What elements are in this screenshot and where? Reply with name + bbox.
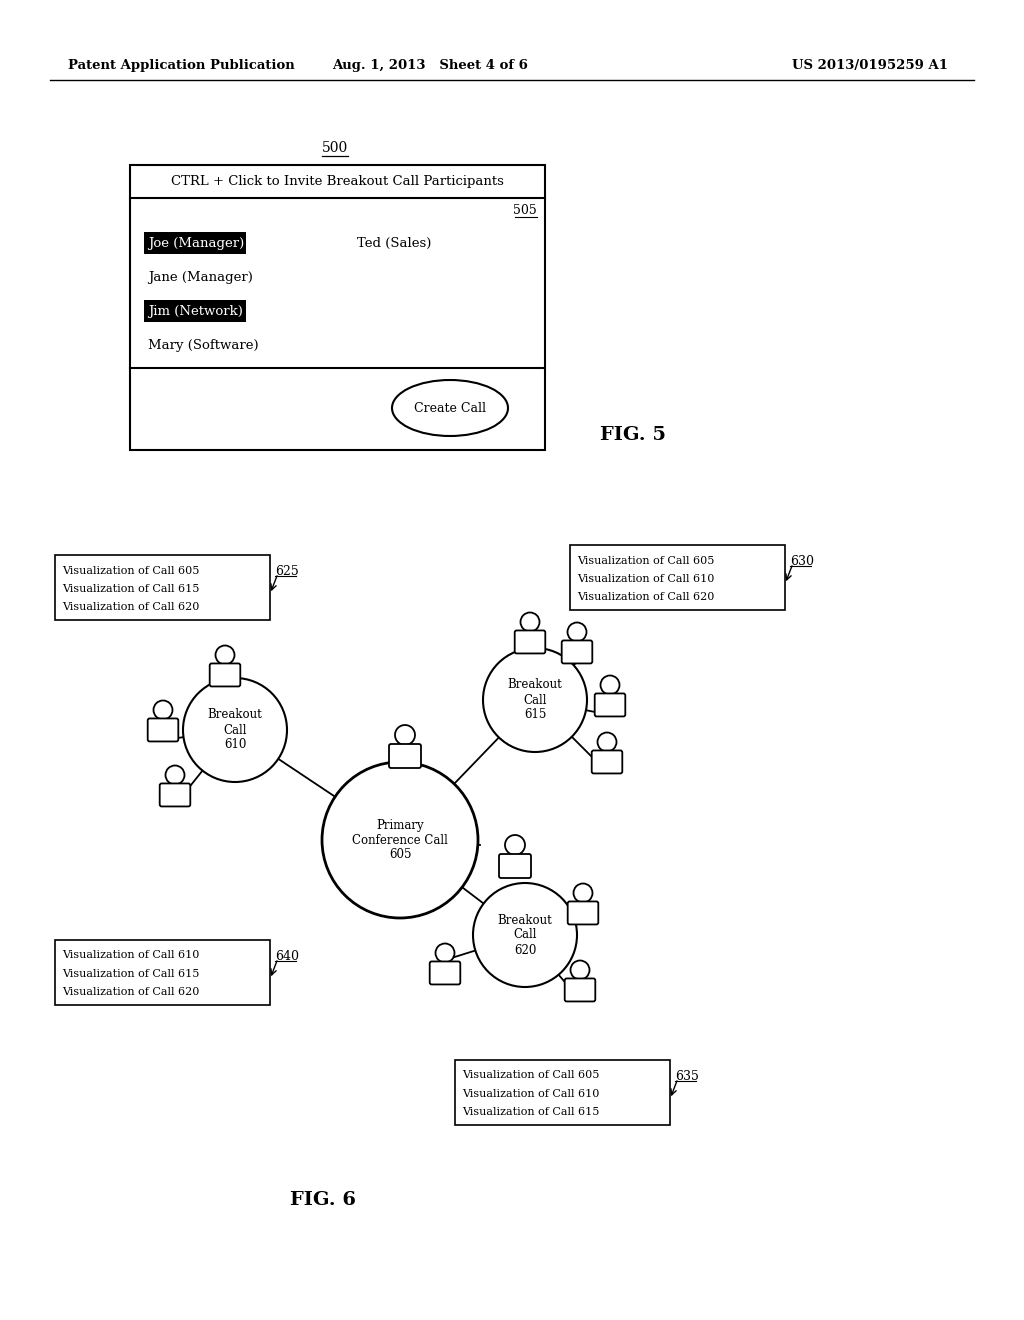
- Circle shape: [473, 883, 577, 987]
- Bar: [570, 545, 785, 610]
- Bar: [55, 940, 270, 1005]
- Bar: [130, 165, 545, 450]
- Bar: [144, 300, 246, 322]
- Text: 500: 500: [322, 141, 348, 154]
- FancyBboxPatch shape: [515, 631, 546, 653]
- Text: Breakout
Call
610: Breakout Call 610: [208, 709, 262, 751]
- Text: Visualization of Call 620: Visualization of Call 620: [62, 987, 200, 997]
- Text: Mary (Software): Mary (Software): [148, 338, 259, 351]
- Text: Visualization of Call 605: Visualization of Call 605: [462, 1071, 599, 1081]
- Text: Ted (Sales): Ted (Sales): [357, 236, 431, 249]
- Ellipse shape: [392, 380, 508, 436]
- Circle shape: [570, 961, 590, 979]
- Circle shape: [322, 762, 478, 917]
- FancyBboxPatch shape: [389, 744, 421, 768]
- Circle shape: [505, 836, 525, 855]
- Text: Visualization of Call 610: Visualization of Call 610: [462, 1089, 599, 1098]
- Text: 625: 625: [275, 565, 299, 578]
- Text: Visualization of Call 615: Visualization of Call 615: [62, 583, 200, 594]
- Text: Visualization of Call 615: Visualization of Call 615: [62, 969, 200, 979]
- Text: Joe (Manager): Joe (Manager): [148, 236, 245, 249]
- Text: Visualization of Call 605: Visualization of Call 605: [577, 556, 715, 565]
- Circle shape: [597, 733, 616, 751]
- Text: Visualization of Call 610: Visualization of Call 610: [62, 950, 200, 961]
- Text: Create Call: Create Call: [414, 401, 486, 414]
- Bar: [455, 1060, 670, 1125]
- Circle shape: [215, 645, 234, 664]
- Text: FIG. 5: FIG. 5: [600, 426, 666, 444]
- Bar: [55, 554, 270, 620]
- FancyBboxPatch shape: [160, 784, 190, 807]
- FancyBboxPatch shape: [595, 693, 626, 717]
- Text: Visualization of Call 605: Visualization of Call 605: [62, 565, 200, 576]
- FancyBboxPatch shape: [147, 718, 178, 742]
- Text: 635: 635: [675, 1069, 698, 1082]
- Text: Primary
Conference Call
605: Primary Conference Call 605: [352, 818, 447, 862]
- Text: Patent Application Publication: Patent Application Publication: [68, 58, 295, 71]
- Circle shape: [183, 678, 287, 781]
- Text: Jim (Network): Jim (Network): [148, 305, 243, 318]
- Text: Visualization of Call 620: Visualization of Call 620: [577, 593, 715, 602]
- FancyBboxPatch shape: [564, 978, 595, 1002]
- Circle shape: [154, 701, 172, 719]
- Circle shape: [435, 944, 455, 962]
- Text: 640: 640: [275, 950, 299, 962]
- Text: FIG. 6: FIG. 6: [290, 1191, 356, 1209]
- Text: Jane (Manager): Jane (Manager): [148, 271, 253, 284]
- Text: Breakout
Call
615: Breakout Call 615: [508, 678, 562, 722]
- Text: US 2013/0195259 A1: US 2013/0195259 A1: [792, 58, 948, 71]
- Circle shape: [573, 883, 593, 903]
- Circle shape: [600, 676, 620, 694]
- Circle shape: [483, 648, 587, 752]
- Text: 505: 505: [513, 203, 537, 216]
- FancyBboxPatch shape: [592, 751, 623, 774]
- Circle shape: [395, 725, 415, 744]
- Text: Visualization of Call 620: Visualization of Call 620: [62, 602, 200, 612]
- FancyBboxPatch shape: [567, 902, 598, 924]
- Text: Visualization of Call 615: Visualization of Call 615: [462, 1107, 599, 1117]
- Text: CTRL + Click to Invite Breakout Call Participants: CTRL + Click to Invite Breakout Call Par…: [171, 174, 504, 187]
- Text: 630: 630: [790, 554, 814, 568]
- Bar: [144, 232, 246, 253]
- Text: Aug. 1, 2013   Sheet 4 of 6: Aug. 1, 2013 Sheet 4 of 6: [332, 58, 528, 71]
- Text: Visualization of Call 610: Visualization of Call 610: [577, 574, 715, 583]
- Text: Breakout
Call
620: Breakout Call 620: [498, 913, 552, 957]
- Circle shape: [567, 623, 587, 642]
- FancyBboxPatch shape: [562, 640, 592, 664]
- FancyBboxPatch shape: [499, 854, 531, 878]
- FancyBboxPatch shape: [210, 664, 241, 686]
- FancyBboxPatch shape: [430, 961, 461, 985]
- Circle shape: [520, 612, 540, 631]
- Circle shape: [166, 766, 184, 784]
